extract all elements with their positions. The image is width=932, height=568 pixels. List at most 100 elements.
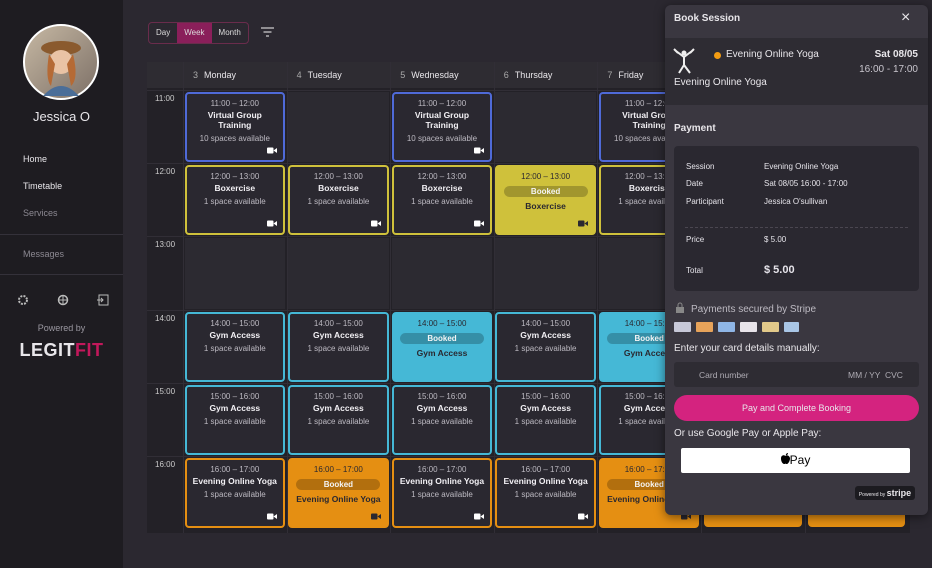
stripe-badge: Powered by stripe [855, 486, 915, 500]
empty-slot [184, 238, 286, 309]
summary-label: Price [686, 235, 705, 244]
event-card[interactable]: 12:00 – 13:00 Boxercise 1 space available [184, 165, 286, 236]
event-title: Evening Online Yoga [503, 476, 588, 486]
event-detail: 1 space available [514, 416, 577, 426]
pay-button[interactable]: Pay and Complete Booking [674, 395, 919, 421]
sidebar-icons [18, 294, 109, 306]
card-prompt: Enter your card details manually: [674, 343, 820, 354]
event-card[interactable]: 16:00 – 17:00 Evening Online Yoga 1 space … [495, 458, 596, 529]
day-name: Tuesday [307, 70, 342, 80]
event-time: 14:00 – 15:00 [210, 318, 260, 328]
event-detail: 1 space available [514, 343, 577, 353]
event-card[interactable]: 14:00 – 15:00 Gym Access 1 space available [288, 311, 389, 382]
secured-note: Payments secured by Stripe [691, 304, 817, 315]
day-header: 5 Wednesday [400, 70, 458, 80]
view-tab[interactable]: Week [177, 23, 212, 43]
summary-value: Evening Online Yoga [764, 162, 839, 171]
event-detail: 1 space available [307, 343, 370, 353]
empty-slot [288, 92, 389, 163]
status-dot [714, 52, 721, 59]
event-card[interactable]: 16:00 – 17:00 Booked Evening Online Yoga [288, 458, 389, 529]
event-title: Virtual Group Training [207, 110, 262, 130]
event-card[interactable]: 16:00 – 17:00 Evening Online Yoga 1 space … [184, 458, 286, 529]
apple-pay-button[interactable]: Pay [681, 448, 910, 473]
time-label: 16:00 [155, 460, 176, 469]
event-title: Boxercise [421, 183, 463, 194]
event-summary [665, 38, 928, 105]
empty-slot [288, 238, 389, 309]
empty-slot [391, 238, 493, 309]
summary-value: Jessica O'sullivan [764, 197, 828, 206]
event-detail: 1 space available [203, 343, 266, 353]
day-name: Wednesday [411, 70, 459, 80]
event-icon [673, 48, 695, 74]
event-card[interactable]: 15:00 – 16:00 Gym Access 1 space available [184, 384, 286, 455]
nav-item[interactable]: Timetable [23, 181, 63, 191]
event-title: Gym Access [416, 402, 468, 413]
event-title: Gym Access [209, 402, 261, 413]
event-card[interactable]: 16:00 – 17:00 Evening Online Yoga 1 space … [391, 458, 493, 529]
day-header: 3 Monday [193, 70, 236, 80]
event-card[interactable]: 12:00 – 13:00 Booked Boxercise [495, 165, 596, 236]
row-divider [147, 236, 910, 238]
brand-accent: FIT [75, 340, 104, 360]
video-icon [681, 513, 692, 520]
nav-item[interactable]: Services [23, 208, 58, 218]
view-tab[interactable]: Month [218, 28, 241, 37]
video-icon [370, 513, 381, 520]
event-title: Gym Access [623, 402, 675, 413]
event-title: Virtual Group Training [622, 110, 677, 130]
event-card[interactable]: 14:00 – 15:00 Booked Gym Access [391, 311, 493, 382]
divider [0, 234, 123, 235]
day-name: Friday [618, 70, 644, 80]
event-card[interactable]: 15:00 – 16:00 Gym Access 1 space available [391, 384, 493, 455]
event-subtitle: Evening Online Yoga [674, 77, 767, 88]
booked-badge: Booked [296, 479, 381, 490]
view-tab[interactable]: Day [156, 28, 171, 37]
event-detail: 1 space available [411, 197, 473, 207]
card-input[interactable] [674, 362, 919, 387]
event-detail: 1 space available [203, 490, 266, 499]
day-header: 6 Thursday [504, 70, 553, 80]
event-card[interactable]: 14:00 – 15:00 Gym Access 1 space available [184, 311, 286, 382]
event-card[interactable]: 14:00 – 15:00 Gym Access 1 space available [495, 311, 596, 382]
nav-item[interactable]: Messages [23, 249, 65, 259]
event-card[interactable]: 15:00 – 16:00 Gym Access 1 space available [288, 384, 389, 455]
calendar: 3 Monday 4 Tuesday 5 Wednesday 6 Thursday 7 Frida… [147, 62, 910, 533]
event-card[interactable]: 11:00 – 12:00 Virtual Group Training 10 sp… [184, 92, 286, 163]
day-header: 4 Tuesday [297, 70, 342, 80]
apple-logo [780, 453, 790, 464]
row-divider [147, 90, 910, 91]
event-time: 14:00 – 15:00 [521, 318, 571, 328]
event-title: Evening Online Yoga [192, 476, 277, 486]
event-detail: 1 space available [411, 490, 473, 499]
powered-by: Powered by [37, 323, 86, 333]
brand-text: LEGIT [19, 340, 75, 360]
event-detail: 10 spaces available [406, 134, 478, 143]
event-name: Evening Online Yoga [726, 49, 819, 60]
summary-label: Participant [686, 197, 724, 206]
video-icon [577, 220, 588, 227]
event-time: 16:00 – 17:00 [210, 465, 260, 474]
stripe-powered: Powered by [858, 492, 886, 498]
lock-icon [676, 302, 684, 313]
row-divider [147, 456, 910, 457]
column-divider [286, 62, 288, 533]
day-header: 7 Friday [607, 70, 643, 80]
event-card[interactable]: 11:00 – 12:00 Virtual Group Training 10 sp… [391, 92, 493, 163]
nav-item[interactable]: Home [23, 154, 48, 164]
event-card[interactable]: 15:00 – 16:00 Gym Access 1 space available [495, 384, 596, 455]
event-time: 15:00 – 16:00 [521, 391, 571, 401]
video-icon [370, 220, 381, 227]
event-title: Gym Access [520, 329, 571, 340]
event-title: Gym Access [313, 402, 364, 413]
card-logos [674, 322, 799, 332]
event-card[interactable]: 12:00 – 13:00 Boxercise 1 space available [288, 165, 389, 236]
event-time: 14:00 – 15:00 [417, 318, 467, 328]
close-button[interactable]: × [901, 9, 911, 26]
day-number: 6 [503, 70, 509, 80]
day-number: 5 [400, 70, 406, 80]
event-card[interactable]: 12:00 – 13:00 Boxercise 1 space available [391, 165, 493, 236]
event-title: Gym Access [416, 347, 468, 358]
filter-icon[interactable] [261, 27, 274, 37]
